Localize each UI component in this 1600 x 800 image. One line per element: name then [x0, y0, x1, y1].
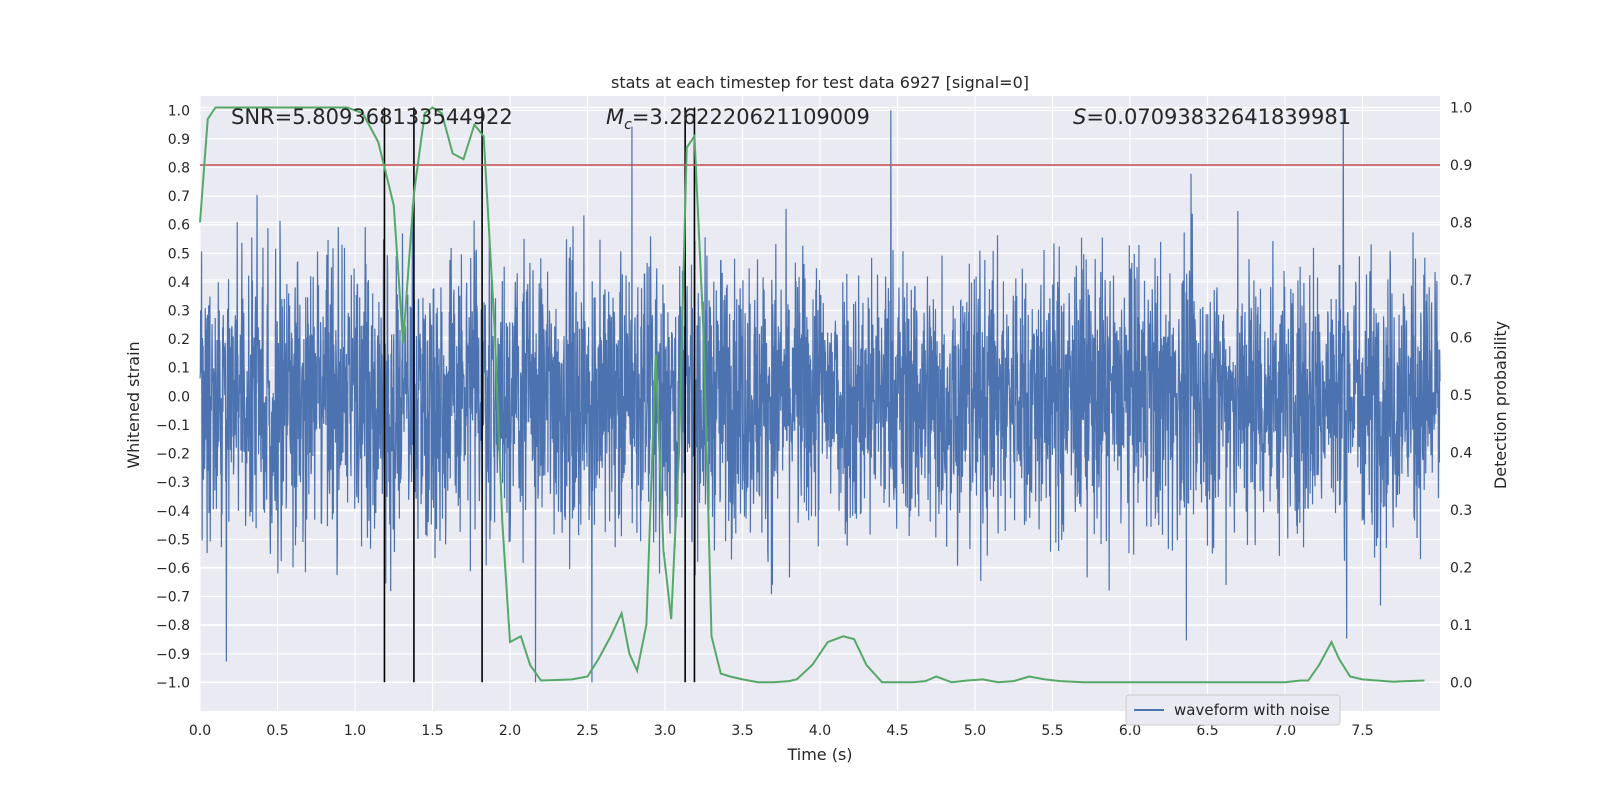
- s-value: =0.07093832641839981: [1086, 105, 1351, 129]
- right-y-tick-label: 0.7: [1450, 273, 1472, 289]
- x-tick-label: 3.0: [654, 723, 676, 739]
- left-y-tick-label: 0.9: [168, 132, 190, 148]
- left-y-tick-label: −0.5: [156, 532, 190, 548]
- vertical-markers: [383, 107, 696, 683]
- left-y-tick-label: −0.2: [156, 447, 190, 463]
- legend-label: waveform with noise: [1174, 701, 1330, 719]
- waveform-with-noise-series: [199, 110, 1441, 683]
- x-tick-label: 7.5: [1351, 723, 1373, 739]
- x-tick-label: 1.0: [344, 723, 366, 739]
- right-y-tick-label: 1.0: [1450, 100, 1472, 116]
- right-y-tick-label: 0.9: [1450, 158, 1472, 174]
- x-tick-label: 5.5: [1041, 723, 1063, 739]
- right-y-tick-label: 0.2: [1450, 560, 1472, 576]
- left-y-tick-label: −0.9: [156, 647, 190, 663]
- left-y-tick-label: −0.6: [156, 561, 190, 577]
- x-axis-ticks: 0.0 0.5 1.0 1.5 2.0 2.5 3.0 3.5 4.0 4.5 5.0 5.5 6.0 6…: [189, 723, 1374, 739]
- left-y-tick-label: 0.4: [168, 275, 190, 291]
- left-y-tick-label: 0.3: [168, 304, 190, 320]
- right-y-tick-label: 0.1: [1450, 618, 1472, 634]
- x-tick-label: 4.5: [886, 723, 908, 739]
- right-y-tick-label: 0.8: [1450, 215, 1472, 231]
- right-y-axis-ticks: 1.0 0.9 0.8 0.7 0.6 0.5 0.4 0.3 0.2 0.1 0.0: [1450, 100, 1472, 691]
- chirp-mass-symbol: M: [606, 105, 624, 129]
- left-y-tick-label: 0.2: [168, 332, 190, 348]
- left-y-tick-label: 0.7: [168, 189, 190, 205]
- legend-box: [1125, 694, 1341, 726]
- left-y-tick-label: 0.5: [168, 246, 190, 262]
- right-y-tick-label: 0.5: [1450, 388, 1472, 404]
- right-y-tick-label: 0.0: [1450, 675, 1472, 691]
- right-y-tick-label: 0.6: [1450, 330, 1472, 346]
- left-y-axis-label: Whitened strain: [124, 341, 143, 468]
- chart-title: stats at each timestep for test data 692…: [611, 73, 1029, 92]
- right-y-axis-label: Detection probability: [1491, 321, 1510, 489]
- left-y-tick-label: −0.1: [156, 418, 190, 434]
- legend: waveform with noise: [1125, 694, 1341, 726]
- left-y-tick-label: 1.0: [168, 103, 190, 119]
- left-y-tick-label: 0.0: [168, 389, 190, 405]
- left-y-axis-ticks: 1.0 0.9 0.8 0.7 0.6 0.5 0.4 0.3 0.2 0.1 0.0 −0.1 −0.…: [156, 103, 190, 691]
- left-y-tick-label: −0.7: [156, 590, 190, 606]
- s-annotation: S=0.07093832641839981: [1073, 105, 1351, 129]
- x-tick-label: 0.5: [266, 723, 288, 739]
- x-tick-label: 6.5: [1196, 723, 1218, 739]
- snr-annotation: SNR=5.809368133544922: [231, 105, 513, 129]
- waveform-with-noise-line: [199, 110, 1441, 683]
- detection-probability-line: [199, 106, 1425, 684]
- right-y-tick-label: 0.4: [1450, 445, 1472, 461]
- x-tick-label: 3.5: [731, 723, 753, 739]
- x-axis-label: Time (s): [786, 745, 852, 764]
- chirp-mass-value: =3.262220621109009: [632, 105, 870, 129]
- x-tick-label: 1.5: [421, 723, 443, 739]
- left-y-tick-label: 0.1: [168, 361, 190, 377]
- x-tick-label: 5.0: [964, 723, 986, 739]
- s-symbol: S: [1073, 105, 1086, 129]
- x-tick-label: 4.0: [809, 723, 831, 739]
- left-y-tick-label: −0.3: [156, 475, 190, 491]
- chirp-mass-annotation: Mc=3.262220621109009: [606, 105, 870, 133]
- x-tick-label: 2.5: [576, 723, 598, 739]
- x-tick-label: 6.0: [1119, 723, 1141, 739]
- left-y-tick-label: −0.4: [156, 504, 190, 520]
- chirp-mass-subscript: c: [624, 117, 632, 133]
- right-y-tick-label: 0.3: [1450, 503, 1472, 519]
- x-tick-label: 2.0: [499, 723, 521, 739]
- left-y-tick-label: 0.6: [168, 218, 190, 234]
- left-y-tick-label: −0.8: [156, 618, 190, 634]
- left-y-tick-label: −1.0: [156, 675, 190, 691]
- x-tick-label: 0.0: [189, 723, 211, 739]
- left-y-tick-label: 0.8: [168, 161, 190, 177]
- x-tick-label: 7.0: [1274, 723, 1296, 739]
